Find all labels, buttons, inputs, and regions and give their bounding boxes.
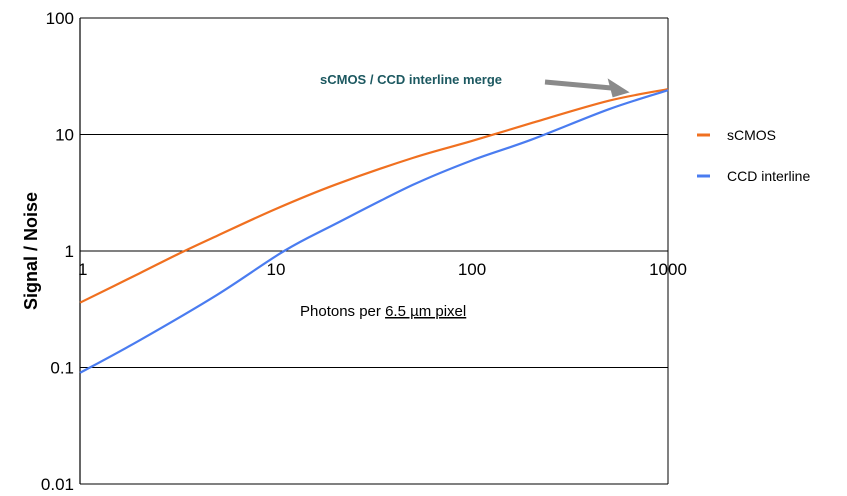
axes <box>79 18 669 484</box>
y-tick-label: 10 <box>55 126 74 145</box>
annotation-arrow <box>544 78 630 98</box>
x-tick-labels: 1 10 100 1000 <box>78 260 687 279</box>
annotation: sCMOS / CCD interline merge <box>320 72 630 98</box>
x-tick-label: 10 <box>267 260 286 279</box>
series-lines <box>79 88 669 374</box>
legend: sCMOS CCD interline <box>697 127 810 184</box>
legend-label-scmos: sCMOS <box>727 127 776 143</box>
annotation-text: sCMOS / CCD interline merge <box>320 72 502 87</box>
y-tick-label: 100 <box>46 9 74 28</box>
y-axis-title: Signal / Noise <box>21 192 41 310</box>
x-tick-label: 1 <box>78 260 87 279</box>
y-tick-labels: 100 10 1 0.1 0.01 <box>41 9 74 494</box>
y-tick-label: 0.1 <box>50 359 74 378</box>
gridlines <box>80 17 668 485</box>
x-axis-title-part2: 6.5 µm pixel <box>385 303 466 320</box>
x-axis-title-part1: Photons per <box>300 303 385 320</box>
x-tick-label: 1000 <box>649 260 687 279</box>
arrow-head <box>607 78 630 98</box>
y-tick-label: 0.01 <box>41 475 74 494</box>
x-tick-label: 100 <box>458 260 486 279</box>
x-axis-title: Photons per 6.5 µm pixel <box>300 303 466 320</box>
series-line-ccd-interline <box>79 89 669 374</box>
legend-label-ccd-interline: CCD interline <box>727 168 810 184</box>
y-tick-label: 1 <box>65 242 74 261</box>
arrow-shaft <box>544 79 616 91</box>
series-line-scmos <box>79 88 669 304</box>
